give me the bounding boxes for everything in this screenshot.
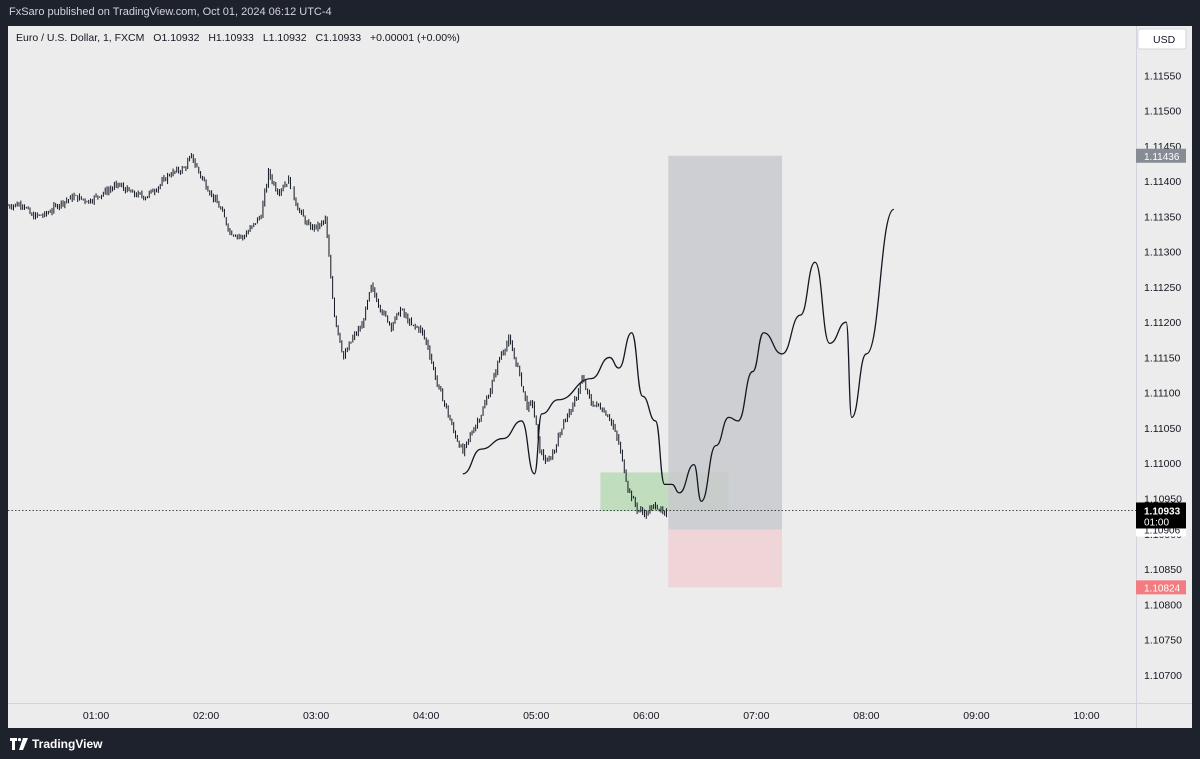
countdown-text: 01:00: [1144, 517, 1169, 528]
currency-button[interactable]: [1137, 28, 1187, 50]
time-tick-label: 01:00: [83, 710, 109, 722]
tradingview-logo[interactable]: TradingView: [10, 737, 102, 751]
price-tick-label: 1.11250: [1144, 282, 1181, 294]
time-tick-label: 09:00: [963, 710, 989, 722]
eurusd-chart[interactable]: 1.115501.115001.114501.114001.113501.113…: [8, 26, 1192, 728]
symbol-legend: Euro / U.S. Dollar, 1, FXCM O1.10932 H1.…: [16, 32, 460, 44]
legend-low: L1.10932: [263, 32, 307, 44]
legend-high: H1.10933: [208, 32, 254, 44]
projection-path: [462, 208, 895, 502]
current-price-text: 1.10933: [1144, 506, 1181, 517]
time-tick-label: 07:00: [743, 710, 769, 722]
price-tick-label: 1.10850: [1144, 564, 1182, 576]
price-tick-label: 1.11350: [1144, 211, 1181, 223]
target-price-label-text: 1.11436: [1144, 152, 1180, 163]
entry-price-label-text: 1.10906: [1144, 526, 1181, 537]
time-tick-label: 05:00: [523, 710, 549, 722]
price-axis-bg: [1136, 26, 1192, 728]
currency-label: USD: [1153, 34, 1176, 46]
price-tick-label: 1.11050: [1144, 423, 1181, 435]
price-tick-label: 1.10800: [1144, 599, 1182, 611]
footer-bar: TradingView: [0, 728, 1200, 759]
time-tick-label: 08:00: [853, 710, 879, 722]
tradingview-icon: [10, 738, 28, 750]
price-tick-label: 1.11550: [1144, 70, 1181, 82]
publish-info: FxSaro published on TradingView.com, Oct…: [9, 6, 332, 18]
publish-bar: FxSaro published on TradingView.com, Oct…: [0, 0, 1200, 26]
current-price-box: [1136, 502, 1186, 529]
time-tick-label: 06:00: [633, 710, 659, 722]
stop-zone: [668, 529, 783, 588]
legend-change: +0.00001 (+0.00%): [370, 32, 460, 44]
legend-symbol: Euro / U.S. Dollar, 1, FXCM: [16, 32, 144, 44]
time-tick-label: 04:00: [413, 710, 439, 722]
stop-price-label-text: 1.10824: [1144, 583, 1181, 594]
price-tick-label: 1.11000: [1144, 458, 1181, 470]
price-tick-label: 1.11300: [1144, 247, 1181, 259]
time-tick-label: 03:00: [303, 710, 329, 722]
stop-price-label-box: [1136, 580, 1186, 595]
chart-frame: [8, 26, 1192, 728]
target-price-label-box: [1136, 148, 1186, 163]
legend-close: C1.10933: [316, 32, 362, 44]
price-tick-label: 1.11100: [1144, 388, 1181, 400]
price-tick-label: 1.11150: [1144, 352, 1181, 364]
brand-name: TradingView: [32, 737, 103, 751]
target-zone: [668, 155, 783, 530]
legend-open: O1.10932: [153, 32, 199, 44]
time-tick-label: 10:00: [1073, 710, 1099, 722]
price-tick-label: 1.10700: [1144, 670, 1182, 682]
price-tick-label: 1.11200: [1144, 317, 1181, 329]
time-tick-label: 02:00: [193, 710, 219, 722]
price-tick-label: 1.10750: [1144, 635, 1182, 647]
price-tick-label: 1.11500: [1144, 106, 1181, 118]
price-tick-label: 1.11400: [1144, 176, 1181, 188]
